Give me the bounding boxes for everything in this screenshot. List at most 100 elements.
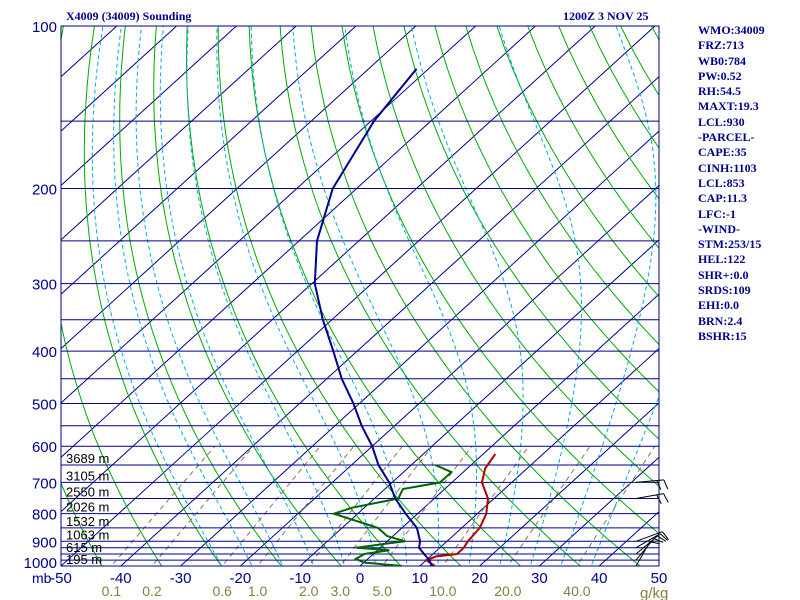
moist-adiabat-line [250, 26, 408, 566]
wind-barb-flag [663, 479, 669, 490]
sounding-index-item: CINH:1103 [698, 160, 757, 175]
pressure-tick-label: 600 [32, 439, 57, 456]
sounding-index-item: HEL:122 [698, 252, 746, 267]
dry-adiabat-line [217, 26, 462, 566]
wind-barb-staff [635, 479, 664, 483]
dry-adiabat-line [186, 26, 402, 566]
pressure-tick-label: 100 [32, 19, 57, 36]
height-label: 1063 m [66, 527, 109, 542]
sounding-index-item: -WIND- [698, 221, 740, 236]
mixing-ratio-line [576, 445, 656, 566]
moist-adiabat-line [410, 26, 524, 566]
dry-adiabat-line [341, 26, 659, 535]
wind-barb-flag [663, 493, 669, 503]
moist-adiabat-line [560, 26, 657, 566]
sounding-index-item: STM:253/15 [698, 237, 762, 252]
temperature-tick-label: 0 [356, 570, 364, 587]
mixing-ratio-tick-label: 10.0 [429, 583, 456, 599]
isotherm-line [61, 26, 537, 458]
sounding-index-item: BSHR:15 [698, 328, 747, 343]
isotherm-line [179, 130, 659, 566]
dry-adiabat-line [589, 26, 659, 149]
sounding-index-item: EHI:0.0 [698, 298, 740, 313]
mixing-ratio-tick-label: 1.0 [248, 583, 268, 599]
height-label: 615 m [66, 540, 102, 555]
pressure-tick-label: 700 [32, 475, 57, 492]
y-axis-label: mb [32, 570, 52, 586]
dewpoint-profile [330, 464, 454, 566]
isotherm-line [538, 456, 659, 566]
mixing-ratio-tick-label: 5.0 [373, 583, 393, 599]
sounding-index-item: CAPE:35 [698, 145, 747, 160]
wind-barb-flag [656, 494, 662, 504]
mixing-ratio-tick-label: 3.0 [331, 583, 351, 599]
profiles [313, 68, 497, 566]
isotherm-line [61, 26, 656, 566]
dry-adiabat-line [434, 26, 659, 393]
moist-adiabat-line [344, 26, 477, 566]
temperature-tick-label: -10 [289, 570, 311, 587]
isotherm-line [61, 26, 178, 132]
moist-adiabat-line [186, 26, 346, 566]
wind-barb-flag [656, 480, 662, 490]
sounding-title: X4009 (34009) Sounding [66, 9, 192, 23]
isotherm-line [61, 26, 297, 241]
moist-adiabat-line [159, 26, 315, 566]
moist-adiabat-line [498, 26, 582, 566]
pressure-tick-label: 900 [32, 534, 57, 551]
wind-barb-flag [653, 538, 664, 543]
isotherm-line [61, 26, 357, 295]
sounding-index-item: CAP:11.3 [698, 191, 747, 206]
mixing-ratio-tick-label: 40.0 [563, 583, 590, 599]
temperature-tick-label: 30 [531, 570, 548, 587]
dry-adiabat-line [279, 26, 582, 566]
plot-frame [60, 25, 660, 567]
temperature-tick-label: -50 [50, 570, 72, 587]
temperature-profile [424, 453, 497, 566]
sounding-index-item: -PARCEL- [698, 130, 755, 145]
wind-barb-staff [635, 538, 655, 561]
dry-adiabat-line [248, 26, 522, 566]
pressure-tick-label: 400 [32, 344, 57, 361]
mixing-ratio-tick-label: 20.0 [494, 583, 521, 599]
moist-adiabat-line [216, 26, 377, 566]
isotherm-line [299, 239, 659, 566]
dry-adiabat-line [775, 26, 800, 577]
sounding-datetime: 1200Z 3 NOV 25 [563, 9, 649, 23]
height-label: 1532 m [66, 514, 109, 529]
isotherm-line [61, 26, 596, 513]
pressure-tick-label: 200 [32, 182, 57, 199]
isotherm-line [61, 26, 417, 350]
background-lines [61, 26, 800, 577]
mixing-ratio-line [507, 445, 591, 566]
mixing-ratio-line [339, 445, 433, 566]
sounding-index-item: WB0:784 [698, 53, 746, 68]
dry-adiabat-line [465, 26, 659, 346]
height-label: 2550 m [66, 485, 109, 500]
isotherm-line [359, 293, 659, 566]
wind-barbs [635, 479, 669, 567]
mixing-ratio-tick-label: 0.1 [102, 583, 122, 599]
dry-adiabat-line [61, 482, 103, 566]
pressure-tick-label: 500 [32, 396, 57, 413]
isotherm-line [478, 402, 659, 566]
sounding-index-item: MAXT:19.3 [698, 99, 759, 114]
pressure-tick-label: 300 [32, 277, 57, 294]
sounding-index-item: SRDS:109 [698, 283, 751, 298]
isotherm-line [239, 184, 659, 566]
parcel-profile [313, 68, 433, 566]
temperature-tick-label: -20 [230, 570, 252, 587]
wind-barb-flag [657, 535, 667, 542]
sounding-index-item: WMO:34009 [698, 23, 765, 37]
moist-adiabat-line [113, 26, 253, 566]
height-label: 3689 m [66, 451, 109, 466]
temperature-tick-label: 10 [411, 570, 428, 587]
isotherm-line [61, 26, 238, 187]
dry-adiabat-line [119, 26, 283, 566]
sounding-index-item: LCL:853 [698, 175, 745, 190]
mixing-ratio-line [442, 445, 530, 566]
dry-adiabat-line [372, 26, 659, 487]
height-label: 2026 m [66, 500, 109, 515]
